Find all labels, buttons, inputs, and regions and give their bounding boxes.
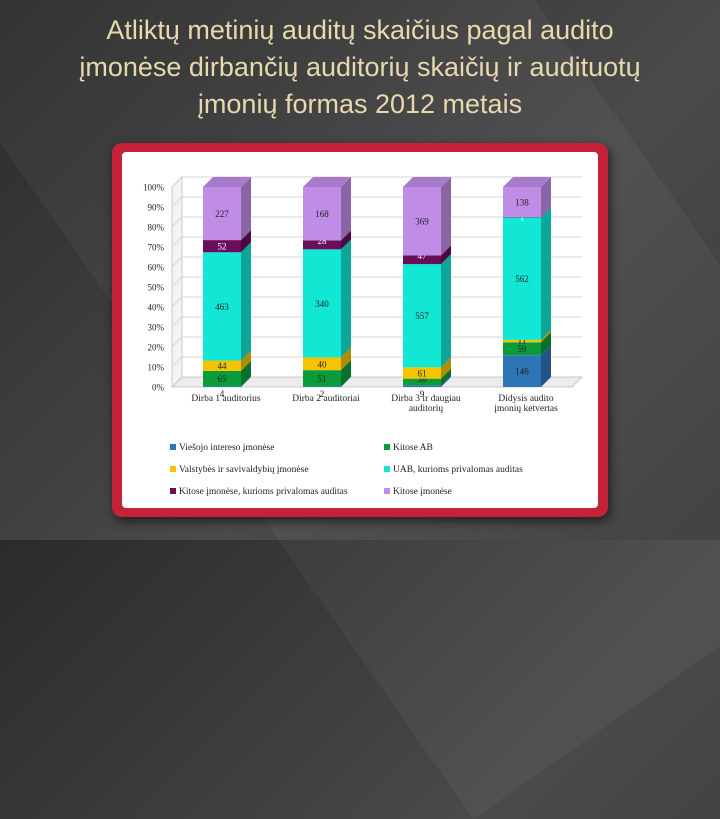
- bar-segment: [403, 385, 441, 387]
- title-line-3: įmonių formas 2012 metais: [0, 86, 720, 123]
- data-label: 40: [318, 359, 328, 369]
- data-label: 61: [418, 369, 427, 379]
- y-tick-label: 40%: [148, 303, 165, 313]
- bar-segment-side: [541, 207, 551, 340]
- data-label: 562: [515, 274, 529, 284]
- legend-swatch: [170, 444, 176, 450]
- title-line-1: Atliktų metinių auditų skaičius pagal au…: [0, 12, 720, 49]
- legend-entry: Valstybės ir savivaldybių įmonėse: [179, 465, 309, 475]
- bar-segment: [303, 386, 341, 387]
- legend-entry: Kitose AB: [393, 443, 433, 453]
- legend-swatch: [384, 444, 390, 450]
- data-label: 369: [415, 217, 429, 227]
- data-label: 59: [518, 344, 528, 354]
- x-category-label: Didysis audito: [498, 394, 553, 404]
- title-line-2: įmonėse dirbančių auditorių skaičių ir a…: [0, 49, 720, 86]
- y-tick-label: 80%: [148, 223, 165, 233]
- legend-entry: Viešojo intereso įmonėse: [179, 443, 274, 453]
- data-label: 138: [515, 198, 529, 208]
- slide-title: Atliktų metinių auditų skaičius pagal au…: [0, 12, 720, 123]
- data-label: 44: [218, 361, 228, 371]
- legend-swatch: [170, 488, 176, 494]
- bar-segment-side: [441, 254, 451, 367]
- y-tick-label: 50%: [148, 283, 165, 293]
- data-label: 557: [415, 311, 429, 321]
- data-label: 52: [218, 242, 227, 252]
- data-label: 168: [315, 209, 329, 219]
- legend-swatch: [384, 488, 390, 494]
- y-tick-label: 10%: [148, 363, 165, 373]
- legend-entry: UAB, kurioms privalomas auditas: [393, 465, 523, 475]
- data-label: 463: [215, 302, 229, 312]
- legend-entry: Kitose įmonėse: [393, 487, 452, 497]
- stacked-bar-chart: 0%10%20%30%40%50%60%70%80%90%100%4654446…: [122, 152, 598, 508]
- x-category-label: įmonių ketvertas: [494, 404, 558, 414]
- legend-swatch: [384, 466, 390, 472]
- legend-swatch: [170, 466, 176, 472]
- bar-segment-side: [341, 177, 351, 240]
- x-category-label: Dirba 2 auditoriai: [292, 394, 360, 404]
- y-tick-label: 0%: [152, 383, 165, 393]
- bar-segment-side: [241, 177, 251, 240]
- data-label: 51: [318, 374, 327, 384]
- y-tick-label: 60%: [148, 263, 165, 273]
- bar-segment: [203, 386, 241, 387]
- y-tick-label: 100%: [143, 183, 165, 193]
- y-tick-label: 90%: [148, 203, 165, 213]
- data-label: 227: [215, 209, 229, 219]
- x-category-label: Dirba 3 ir daugiau: [391, 394, 461, 404]
- data-label: 340: [315, 299, 329, 309]
- legend-entry: Kitose įmonėse, kurioms privalomas audit…: [179, 487, 348, 497]
- y-tick-label: 70%: [148, 243, 165, 253]
- x-category-label: auditorių: [409, 404, 444, 414]
- bar-segment-side: [341, 239, 351, 357]
- bar-segment-side: [241, 242, 251, 360]
- data-label: 65: [218, 374, 228, 384]
- y-tick-label: 30%: [148, 323, 165, 333]
- x-category-label: Dirba 1 auditorius: [191, 394, 260, 404]
- data-label: 146: [515, 367, 529, 377]
- bar-segment-side: [441, 177, 451, 255]
- y-tick-label: 20%: [148, 343, 165, 353]
